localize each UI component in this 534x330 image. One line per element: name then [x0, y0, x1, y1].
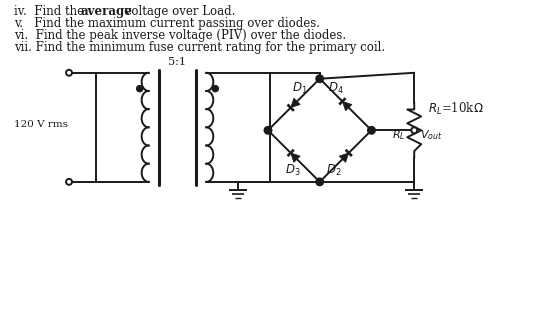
Circle shape [66, 179, 72, 185]
Circle shape [137, 86, 143, 91]
Circle shape [368, 127, 375, 134]
Text: $R_L$: $R_L$ [392, 128, 406, 142]
Text: vi.  Find the peak inverse voltage (PIV) over the diodes.: vi. Find the peak inverse voltage (PIV) … [14, 29, 347, 42]
Text: $R_L$=10k$\Omega$: $R_L$=10k$\Omega$ [428, 100, 484, 116]
Circle shape [66, 70, 72, 76]
Text: $D_4$: $D_4$ [328, 81, 343, 96]
Polygon shape [342, 101, 352, 111]
Text: $D_1$: $D_1$ [292, 81, 308, 96]
Polygon shape [290, 153, 300, 162]
Text: vii. Find the minimum fuse current rating for the primary coil.: vii. Find the minimum fuse current ratin… [14, 41, 386, 54]
Text: 120 V rms: 120 V rms [14, 120, 68, 129]
Polygon shape [339, 153, 349, 162]
Circle shape [213, 86, 218, 91]
Text: voltage over Load.: voltage over Load. [121, 5, 235, 18]
Circle shape [316, 179, 323, 185]
Text: $D_2$: $D_2$ [326, 162, 341, 178]
Circle shape [264, 127, 271, 134]
Text: $D_3$: $D_3$ [285, 162, 301, 178]
Text: average: average [81, 5, 133, 18]
Circle shape [411, 127, 417, 133]
Circle shape [316, 75, 323, 82]
Text: iv.  Find the: iv. Find the [14, 5, 88, 18]
Text: 5:1: 5:1 [168, 57, 186, 67]
Polygon shape [290, 98, 300, 108]
Text: $V_{out}$: $V_{out}$ [420, 128, 443, 142]
Text: v.   Find the maximum current passing over diodes.: v. Find the maximum current passing over… [14, 17, 320, 30]
